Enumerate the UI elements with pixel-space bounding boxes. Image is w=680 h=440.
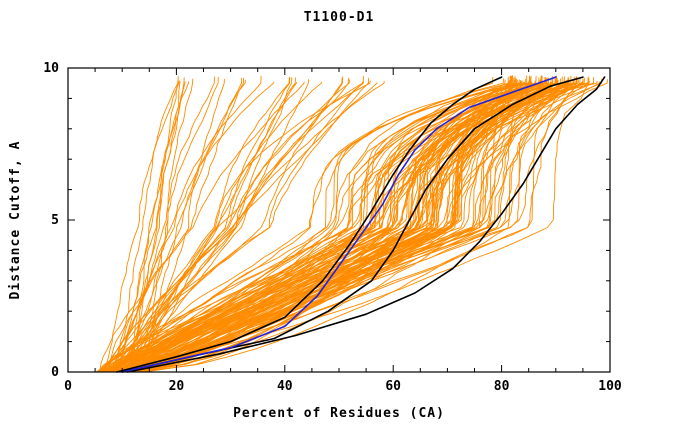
ensemble-curve	[108, 78, 590, 373]
ensemble-curve	[116, 81, 190, 373]
x-tick-label: 40	[277, 379, 293, 394]
ensemble-curve	[105, 76, 577, 373]
ensemble-curve	[129, 80, 536, 373]
ensemble-curve	[135, 76, 565, 373]
ensemble-curve	[126, 76, 563, 373]
ensemble-curve	[123, 82, 588, 373]
y-axis-label: Distance Cutoff, A	[8, 140, 23, 300]
ensemble-curve	[139, 76, 569, 373]
ensemble-curve	[105, 81, 385, 373]
ensemble-curve	[133, 82, 298, 373]
ensemble-curve	[119, 81, 517, 373]
ensemble-curve	[101, 80, 531, 373]
ensemble-curve	[112, 77, 185, 373]
model-curve-blue-model	[121, 76, 557, 373]
ensemble-curve	[98, 82, 588, 373]
y-tick-label: 10	[43, 61, 59, 76]
ensemble-curve	[117, 81, 601, 373]
ensemble-curve	[113, 80, 371, 373]
ensemble-curve	[122, 81, 518, 373]
x-tick-label: 60	[385, 379, 401, 394]
ensemble-curve	[116, 79, 309, 373]
ensemble-curve	[118, 81, 275, 373]
y-tick-label: 5	[51, 213, 59, 228]
ensemble-curve	[125, 75, 512, 373]
ensemble-curve	[128, 79, 574, 373]
ensemble-curve	[99, 82, 582, 373]
ensemble-curve	[133, 81, 552, 373]
ensemble-curve	[118, 76, 291, 373]
ensemble-curve	[126, 76, 494, 373]
ensemble-curve	[110, 82, 364, 373]
x-tick-label: 100	[598, 379, 622, 394]
ensemble-curve	[130, 81, 181, 373]
ensemble-curve	[115, 77, 343, 373]
ensemble-curve	[112, 76, 215, 373]
ensemble-curve	[95, 82, 553, 373]
ensemble-curve	[105, 82, 521, 373]
ensemble-curve	[122, 78, 557, 373]
ensemble-curve	[113, 80, 180, 373]
model-curve-black-model-3	[126, 76, 606, 373]
ensemble-curve	[95, 76, 589, 373]
model-curve-black-model-2	[121, 76, 584, 373]
ensemble-curve	[128, 81, 364, 373]
ensemble-curve	[125, 78, 603, 373]
ensemble-curve	[99, 81, 305, 373]
ensemble-curve	[105, 76, 179, 373]
model-curve-black-model-1	[116, 76, 503, 373]
x-tick-label: 20	[169, 379, 185, 394]
ensemble-curve	[113, 82, 553, 373]
ensemble-curve	[124, 77, 243, 373]
ensemble-curve	[107, 77, 245, 373]
ensemble-curve	[133, 79, 246, 373]
ensemble-curve	[109, 76, 516, 373]
x-tick-label: 80	[494, 379, 510, 394]
ensemble-curve	[136, 77, 293, 373]
ensemble-curve	[112, 77, 370, 373]
x-axis-label: Percent of Residues (CA)	[233, 406, 445, 421]
chart-title: T1100-D1	[303, 10, 375, 25]
ensemble-curve	[118, 81, 323, 373]
x-tick-label: 0	[64, 379, 72, 394]
ensemble-curve	[114, 81, 578, 373]
y-tick-label: 0	[51, 365, 59, 380]
ensemble-curve	[103, 80, 598, 373]
ensemble-curve	[119, 75, 262, 373]
ensemble-curve	[137, 76, 219, 373]
ensemble-curve	[142, 80, 567, 373]
ensemble-curve	[141, 78, 225, 373]
ensemble-curve	[97, 78, 504, 373]
ensemble-curve	[123, 78, 194, 373]
ensemble-curve	[133, 82, 556, 373]
ensemble-curve	[123, 76, 537, 373]
